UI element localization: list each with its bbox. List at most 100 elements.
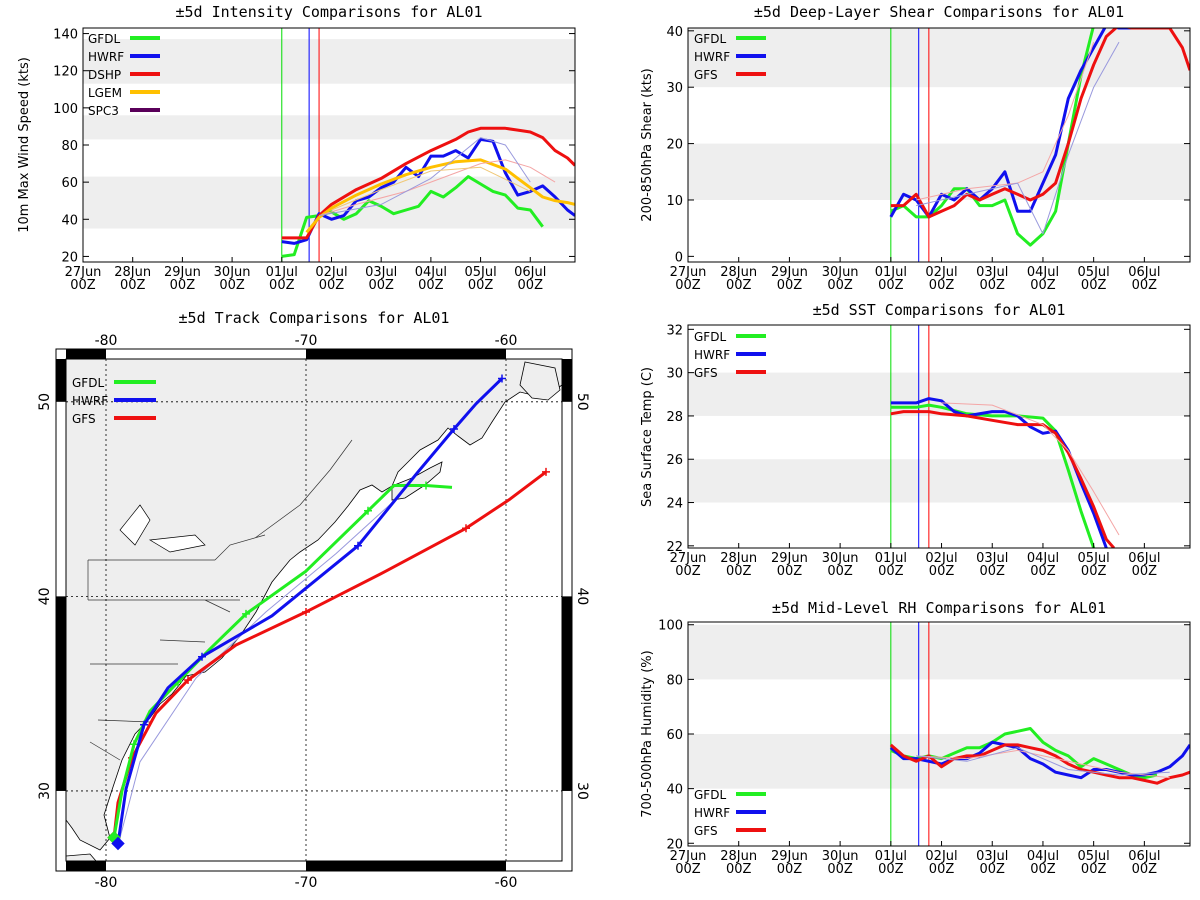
map-lat-label-right-1: 40 <box>574 587 590 605</box>
shear-ytick-label-3: 30 <box>666 81 683 96</box>
shear-chart: ±5d Deep-Layer Shear Comparisons for AL0… <box>640 3 1191 293</box>
rh-xtick-hour-1: 00Z <box>726 862 752 877</box>
sst-ytick-label-3: 28 <box>666 410 683 425</box>
intensity-xtick-hour-3: 00Z <box>219 278 245 293</box>
track-map: ±5d Track Comparisons for AL01 -80 -80 -70… <box>37 309 590 891</box>
rh-ytick-label-0: 20 <box>666 837 683 852</box>
intensity-ytick-label-4: 100 <box>53 102 78 117</box>
intensity-x-ticks: 27Jun00Z28Jun00Z29Jun00Z30Jun00Z01Jul00Z… <box>65 257 546 293</box>
rh-bands <box>688 624 1190 789</box>
track-line-hwrf <box>116 377 504 844</box>
rh-band-0 <box>688 734 1190 789</box>
map-lat-label-left-2: 50 <box>37 393 53 411</box>
shear-legend-label-hwrf: HWRF <box>694 50 730 64</box>
shear-xtick-day-8: 05Jul <box>1078 265 1110 280</box>
intensity-xtick-day-9: 06Jul <box>514 265 546 280</box>
sst-xtick-hour-5: 00Z <box>929 564 955 579</box>
shear-ytick-label-2: 20 <box>666 138 683 153</box>
shear-series-gfs <box>890 28 1190 219</box>
track-legend: GFDL HWRF GFS <box>72 376 156 426</box>
rh-xtick-day-2: 29Jun <box>771 849 808 864</box>
shear-ytick-label-0: 0 <box>675 250 683 265</box>
shear-series-ref-2 <box>916 41 1120 235</box>
shear-xtick-hour-8: 00Z <box>1081 278 1107 293</box>
rh-legend-label-gfs: GFS <box>694 824 718 838</box>
intensity-xtick-day-1: 28Jun <box>114 265 151 280</box>
sst-vlines <box>890 325 930 548</box>
intensity-ytick-label-5: 120 <box>53 65 78 80</box>
track-point-hwrf-10 <box>498 374 506 383</box>
intensity-chart: ±5d Intensity Comparisons for AL01 20 40 6… <box>17 3 576 293</box>
rh-xtick-hour-0: 00Z <box>675 862 701 877</box>
track-point-gfdl-6 <box>242 609 250 618</box>
sst-xtick-day-7: 04Jul <box>1027 551 1059 566</box>
intensity-ytick-label-6: 140 <box>53 28 78 43</box>
shear-chart-title: ±5d Deep-Layer Shear Comparisons for AL0… <box>754 3 1124 21</box>
rh-legend-label-hwrf: HWRF <box>694 806 730 820</box>
intensity-xtick-day-8: 05Jul <box>464 265 496 280</box>
intensity-legend-label-lgem: LGEM <box>88 86 122 100</box>
sst-xtick-day-4: 01Jul <box>875 551 907 566</box>
track-point-hwrf-8 <box>450 425 458 434</box>
intensity-xtick-hour-6: 00Z <box>368 278 394 293</box>
intensity-vlines <box>281 28 320 262</box>
rh-xtick-hour-6: 00Z <box>980 862 1006 877</box>
shear-series <box>889 28 1190 247</box>
rh-legend-label-gfdl: GFDL <box>694 788 726 802</box>
rh-xtick-day-3: 30Jun <box>822 849 859 864</box>
sst-series <box>890 397 1120 548</box>
rh-xtick-day-4: 01Jul <box>875 849 907 864</box>
intensity-y-axis-label: 10m Max Wind Speed (kts) <box>17 57 32 233</box>
shear-y-axis-label: 200-850hPa Shear (kts) <box>640 68 655 221</box>
shear-xtick-hour-5: 00Z <box>929 278 955 293</box>
sst-y-ticks: 22 24 26 28 30 32 <box>666 323 1190 555</box>
sst-xtick-hour-8: 00Z <box>1081 564 1107 579</box>
rh-band-1 <box>688 624 1190 680</box>
map-lon-label-top-2: -60 <box>495 333 518 349</box>
sst-ytick-label-0: 22 <box>666 540 683 555</box>
track-point-gfs-4 <box>184 676 192 685</box>
map-lat-label-right-0: 30 <box>574 782 590 800</box>
track-point-gfdl-2 <box>130 740 138 749</box>
rh-series-ref-1 <box>916 749 1170 779</box>
shear-xtick-day-9: 06Jul <box>1128 265 1160 280</box>
rh-xtick-hour-3: 00Z <box>827 862 853 877</box>
shear-y-ticks: 0 10 20 30 40 <box>666 25 1190 265</box>
intensity-xtick-hour-1: 00Z <box>120 278 146 293</box>
intensity-xtick-hour-8: 00Z <box>468 278 494 293</box>
shear-xtick-day-7: 04Jul <box>1027 265 1059 280</box>
map-frame-right-seg-3 <box>562 359 572 402</box>
map-frame-left-seg-3 <box>56 359 66 402</box>
map-frame-left-seg-1 <box>56 596 66 791</box>
sst-xtick-hour-3: 00Z <box>827 564 853 579</box>
shear-xtick-hour-3: 00Z <box>827 278 853 293</box>
rh-ytick-label-1: 40 <box>666 783 683 798</box>
shear-ytick-label-1: 10 <box>666 194 683 209</box>
intensity-band-0 <box>83 176 575 229</box>
sst-chart-title: ±5d SST Comparisons for AL01 <box>813 301 1066 319</box>
shear-xtick-hour-9: 00Z <box>1132 278 1158 293</box>
track-point-gfs-10 <box>542 467 550 476</box>
sst-chart: ±5d SST Comparisons for AL01 22 24 26 28 30 3… <box>640 301 1191 579</box>
track-point-gfs-6 <box>302 607 310 616</box>
sst-bands <box>688 372 1190 503</box>
sst-xtick-hour-2: 00Z <box>777 564 803 579</box>
rh-series-gfs <box>889 743 1190 785</box>
intensity-bands <box>83 39 575 229</box>
shear-legend-label-gfdl: GFDL <box>694 32 726 46</box>
track-line-ref-1 <box>119 498 397 838</box>
map-frame-segments <box>56 349 572 871</box>
map-land-cuba-bahamas <box>66 853 97 861</box>
rh-chart-title: ±5d Mid-Level RH Comparisons for AL01 <box>772 599 1106 617</box>
intensity-legend-label-dshp: DSHP <box>88 68 121 82</box>
sst-xtick-hour-9: 00Z <box>1132 564 1158 579</box>
sst-xtick-day-2: 29Jun <box>771 551 808 566</box>
map-state-borders <box>87 439 353 761</box>
sst-xtick-day-3: 30Jun <box>822 551 859 566</box>
intensity-series-lgem <box>305 158 575 234</box>
intensity-xtick-day-3: 30Jun <box>214 265 251 280</box>
sst-xtick-hour-4: 00Z <box>878 564 904 579</box>
rh-xtick-day-8: 05Jul <box>1078 849 1110 864</box>
rh-xtick-hour-4: 00Z <box>878 862 904 877</box>
shear-xtick-hour-6: 00Z <box>980 278 1006 293</box>
